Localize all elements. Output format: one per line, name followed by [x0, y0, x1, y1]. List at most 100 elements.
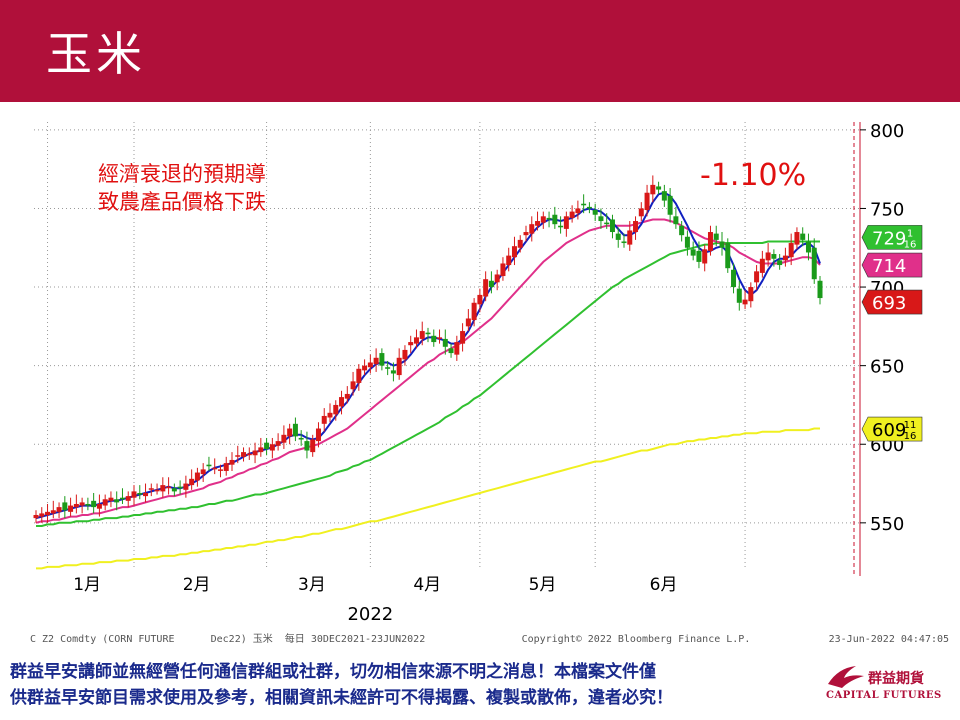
candle-body	[575, 208, 581, 214]
candle-body	[488, 280, 494, 288]
candle-body	[563, 216, 569, 229]
annotation-line-1: 經濟衰退的預期導	[98, 162, 266, 186]
candle-body	[483, 279, 489, 297]
candle-body	[679, 225, 685, 236]
candle-body	[494, 274, 500, 283]
candle-body	[408, 342, 414, 346]
candle-body	[177, 486, 183, 489]
candle-body	[356, 368, 362, 383]
candle-body	[661, 191, 667, 201]
candle-body	[765, 252, 771, 261]
price-tag-label: 714	[872, 256, 906, 277]
candle-body	[350, 381, 356, 390]
x-tick-label: 3月	[298, 575, 326, 595]
candle-body	[269, 444, 275, 451]
candle-body	[56, 507, 62, 512]
candle-body	[800, 233, 806, 240]
chart-footer: C Z2 Comdty (CORN FUTURE Dec22) 玉米 每日 30…	[30, 630, 949, 645]
moving-average-ma20	[35, 218, 821, 524]
candle-body	[598, 216, 604, 222]
candle-body	[517, 239, 523, 248]
price-tag-fraction-den: 16	[904, 239, 917, 250]
price-tag-693	[861, 289, 923, 315]
candle-body	[241, 452, 247, 457]
candle-body	[68, 505, 74, 512]
candle-body	[500, 263, 506, 277]
disclaimer-line-1: 群益早安講師並無經營任何通信群組或社群，切勿相信來源不明之消息！本檔案文件僅	[10, 662, 656, 682]
y-tick-label: 750	[870, 199, 904, 220]
footer-copyright: Copyright© 2022 Bloomberg Finance L.P.	[521, 634, 751, 645]
candle-body	[650, 184, 656, 195]
candle-body	[189, 478, 195, 486]
candle-body	[535, 221, 541, 226]
candle-body	[413, 337, 419, 344]
candle-body	[581, 203, 587, 206]
candle-body	[62, 502, 68, 511]
candle-body	[212, 467, 218, 470]
candle-body	[379, 353, 385, 366]
price-tag-label: 693	[872, 293, 906, 314]
candle-body	[460, 331, 466, 344]
candle-body	[333, 404, 339, 415]
candle-body	[385, 367, 391, 369]
price-tag-fraction-num: 1	[907, 228, 913, 239]
disclaimer-line-2: 供群益早安節目需求使用及參考，相關資訊未經許可不得揭露、複製或散佈，違者必究！	[10, 688, 673, 708]
candle-body	[79, 502, 85, 506]
x-tick-label: 4月	[413, 575, 441, 595]
candle-body	[702, 249, 708, 264]
candle-body	[402, 349, 408, 360]
price-tag-714	[861, 252, 923, 278]
candle-body	[344, 393, 350, 399]
candle-body	[558, 225, 564, 228]
price-tag-609	[861, 416, 923, 442]
candle-body	[287, 428, 293, 437]
candle-body	[748, 287, 754, 302]
y-tick-label: 650	[870, 357, 904, 378]
candle-body	[206, 464, 212, 467]
candle-body	[246, 453, 252, 456]
candle-body	[229, 459, 235, 465]
candle-body	[252, 450, 258, 456]
candle-body	[465, 318, 471, 327]
candle-body	[91, 500, 97, 508]
candle-body	[281, 434, 287, 443]
candle-body	[690, 249, 696, 256]
candle-body	[235, 455, 241, 457]
logo-name: 群益期貨	[868, 671, 924, 687]
candle-body	[425, 332, 431, 335]
candle-body	[367, 362, 373, 368]
candle-body	[506, 255, 512, 266]
logo-bird-icon	[828, 666, 864, 688]
candle-body	[731, 269, 737, 288]
candle-body	[102, 499, 108, 506]
candle-body	[339, 397, 345, 407]
candle-body	[782, 255, 788, 261]
candle-body	[811, 247, 817, 280]
candle-body	[604, 222, 610, 225]
candle-body	[754, 271, 760, 283]
candle-body	[275, 441, 281, 446]
title-banner: 玉米	[0, 0, 960, 102]
candle-body	[569, 211, 575, 218]
candle-body	[362, 365, 368, 371]
annotation-text: 經濟衰退的預期導 致農產品價格下跌	[98, 160, 266, 216]
candle-body	[673, 216, 679, 225]
candle-body	[696, 250, 702, 262]
candle-body	[437, 337, 443, 339]
candle-body	[373, 357, 379, 365]
price-tag-fraction-num: 11	[904, 420, 917, 431]
capital-futures-logo: 群益期貨 CAPITAL FUTURES	[826, 664, 946, 708]
candle-body	[431, 335, 437, 343]
candle-body	[119, 497, 125, 500]
moving-average-ma200	[36, 427, 820, 570]
candle-body	[586, 206, 592, 209]
candle-body	[183, 483, 189, 490]
candle-body	[85, 503, 91, 506]
candle-body	[736, 288, 742, 303]
candle-body	[200, 469, 206, 475]
candle-body	[292, 423, 298, 437]
footer-timestamp: 23-Jun-2022 04:47:05	[828, 634, 950, 645]
year-label: 2022	[347, 604, 393, 625]
x-tick-label: 6月	[650, 575, 678, 595]
candle-body	[114, 499, 120, 503]
